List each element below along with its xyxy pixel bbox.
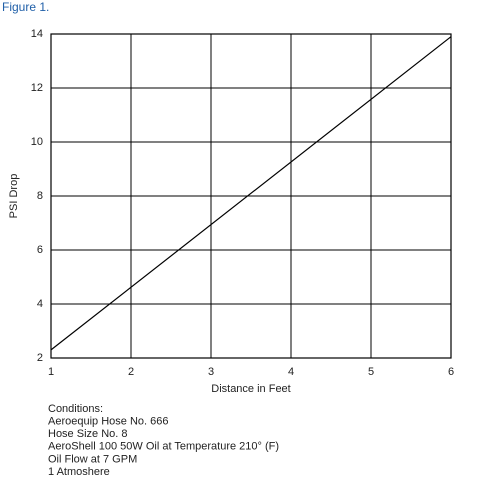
- y-tick-label: 6: [37, 244, 43, 256]
- x-tick-label: 6: [448, 366, 454, 378]
- x-axis-label: Distance in Feet: [211, 383, 290, 395]
- condition-note: Conditions:: [48, 403, 103, 415]
- x-tick-label: 3: [208, 366, 214, 378]
- plot-frame: [50, 33, 452, 359]
- y-tick-label: 8: [37, 190, 43, 202]
- x-tick-label: 4: [288, 366, 294, 378]
- condition-note: 1 Atmoshere: [48, 466, 110, 478]
- condition-note: Oil Flow at 7 GPM: [48, 453, 137, 465]
- y-tick-label: 10: [31, 136, 43, 148]
- x-tick-label: 2: [128, 366, 134, 378]
- condition-note: Hose Size No. 8: [48, 428, 127, 440]
- condition-note: Aeroequip Hose No. 666: [48, 416, 168, 428]
- y-tick-label: 4: [37, 298, 43, 310]
- y-tick-label: 2: [37, 352, 43, 364]
- x-tick-label: 5: [368, 366, 374, 378]
- y-axis-label: PSI Drop: [8, 174, 20, 219]
- x-tick-label: 1: [48, 366, 54, 378]
- y-tick-label: 14: [31, 28, 43, 40]
- condition-note: AeroShell 100 50W Oil at Temperature 210…: [48, 441, 279, 453]
- data-line: [50, 36, 452, 351]
- y-tick-label: 12: [31, 82, 43, 94]
- figure-label: Figure 1.: [2, 0, 49, 14]
